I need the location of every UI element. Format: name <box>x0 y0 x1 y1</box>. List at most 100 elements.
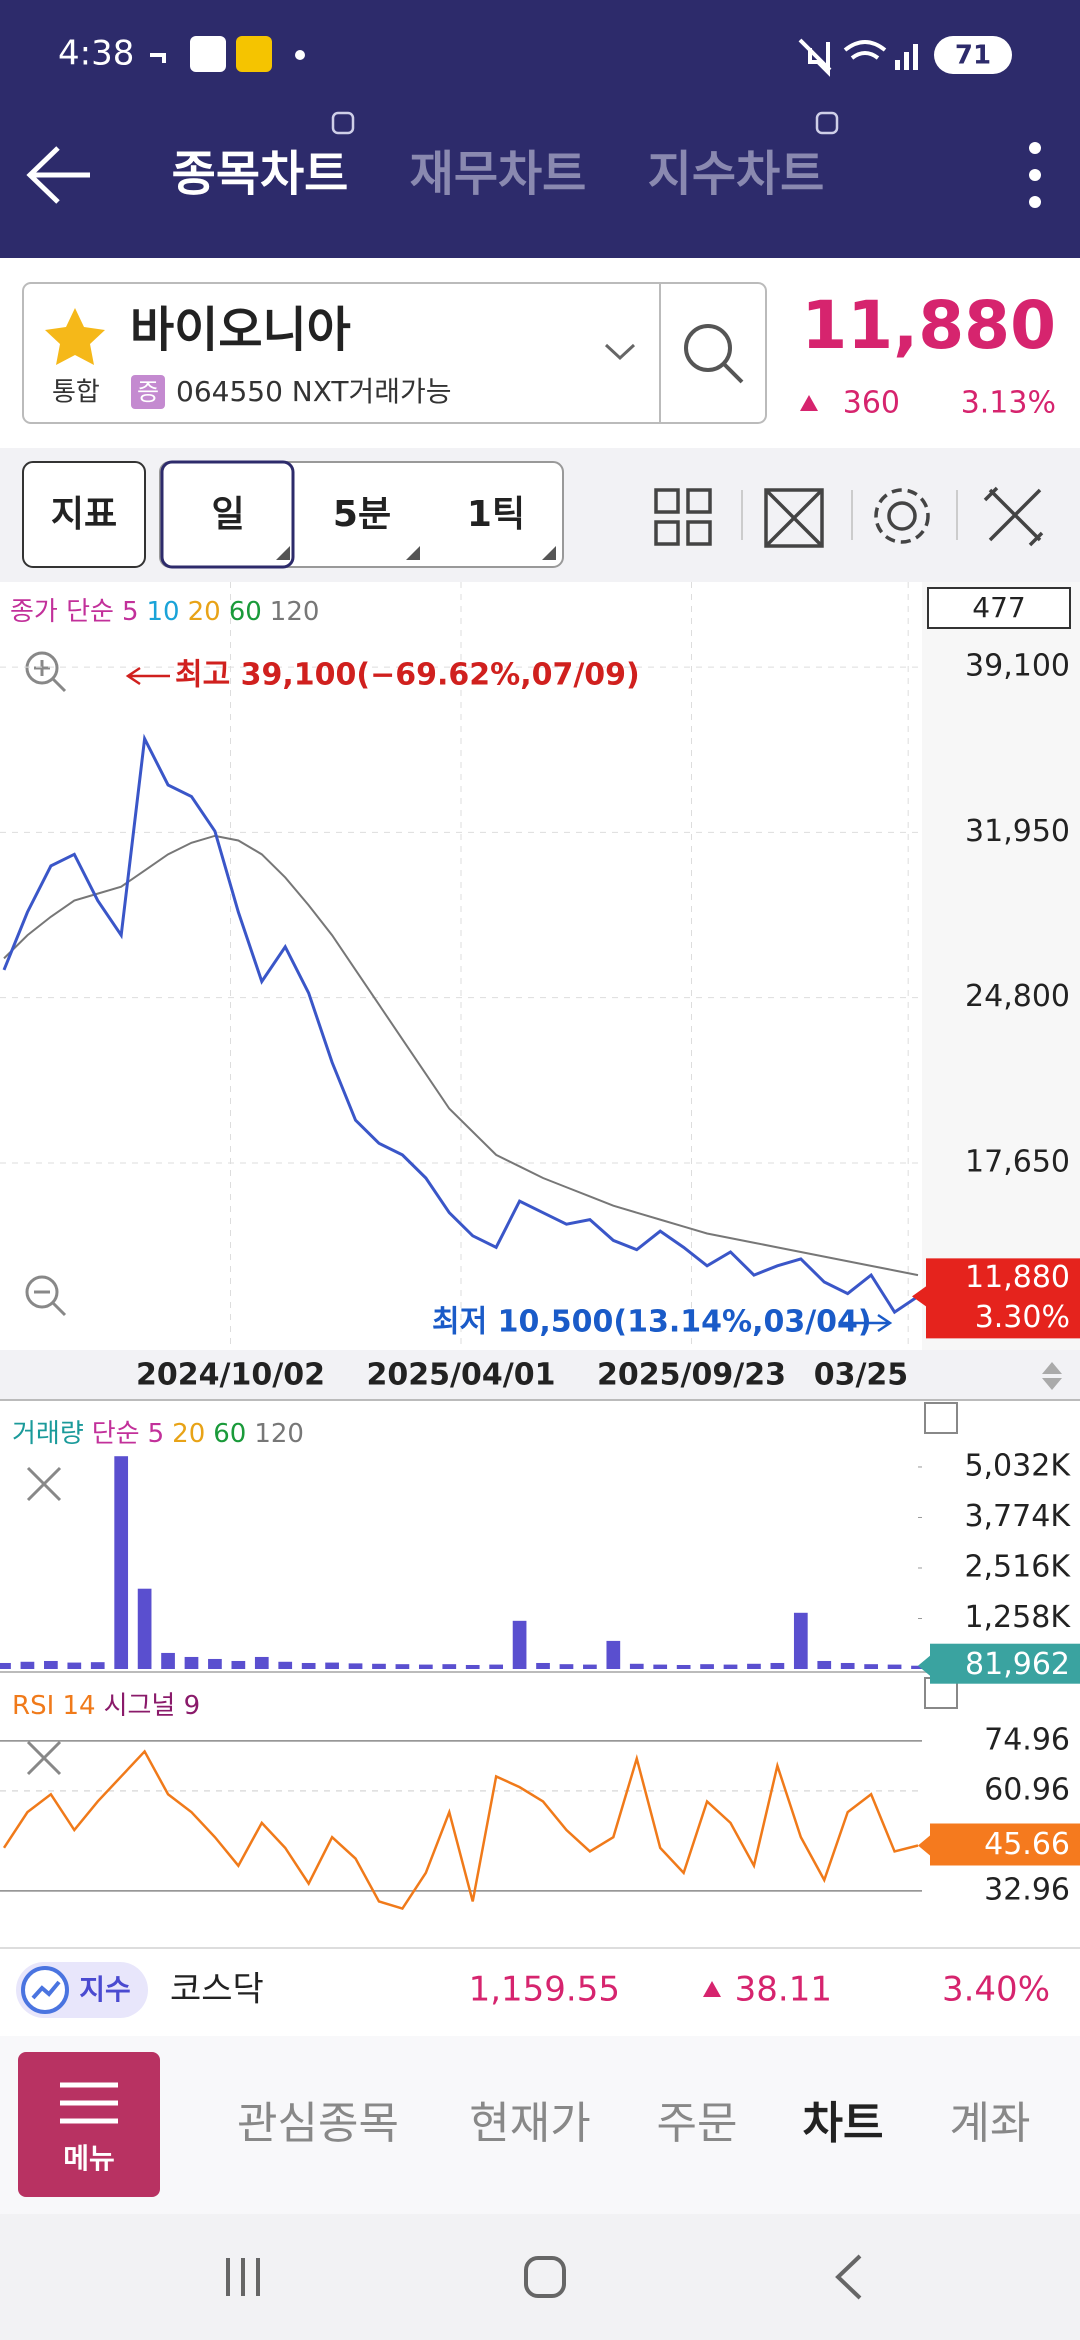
price-change: 360 <box>843 386 900 421</box>
header-tab[interactable]: 종목차트 <box>172 146 349 202</box>
volume-bar <box>254 1656 269 1669</box>
search-button[interactable] <box>684 324 744 384</box>
volume-bar <box>911 1665 925 1669</box>
more-button[interactable] <box>1029 142 1041 208</box>
battery-level: 71 <box>955 41 991 71</box>
menu-button[interactable] <box>18 2052 160 2197</box>
y-tick-label: 1,258K <box>964 1600 1071 1635</box>
series-line <box>2 1749 919 1911</box>
y-tick-label: 74.96 <box>984 1722 1070 1757</box>
legend-item: 10 <box>147 597 180 627</box>
status-icons <box>150 36 1012 77</box>
high-arrow <box>125 666 170 686</box>
price-change-pct: 3.13% <box>961 386 1056 421</box>
dropdown[interactable] <box>604 343 636 361</box>
menu-label[interactable]: 메뉴 <box>63 2142 115 2175</box>
system-buttons[interactable] <box>226 2254 862 2300</box>
legend-item: RSI 14 <box>12 1691 96 1721</box>
volume-bar <box>137 1588 152 1669</box>
x-tick-label: 2025/09/23 <box>597 1358 786 1393</box>
volume-bar <box>20 1661 35 1669</box>
system-nav <box>0 2214 1080 2340</box>
volume-bar <box>817 1660 832 1669</box>
index-bar[interactable] <box>0 1948 1080 2036</box>
legend-item: 5 <box>148 1419 165 1449</box>
volume-bar <box>161 1652 175 1669</box>
volume-bar <box>653 1664 668 1669</box>
volume-bar <box>442 1664 457 1669</box>
last-pct: 3.30% <box>975 1300 1070 1335</box>
index-icon-line <box>31 1980 61 2000</box>
price-axis-bg <box>922 582 1080 1350</box>
indicator-button[interactable] <box>22 461 146 568</box>
index-badge: 지수 <box>79 1973 131 2006</box>
series-line <box>3 834 919 1277</box>
tab-icons <box>331 111 839 135</box>
scroll-arrows[interactable] <box>1042 1362 1062 1390</box>
toolbar-icons[interactable] <box>654 486 1044 548</box>
last-rsi-pointer <box>918 1835 930 1856</box>
volume-bar <box>840 1662 855 1669</box>
legend-item: 20 <box>188 597 221 627</box>
volume-bar <box>606 1640 621 1669</box>
nav-item[interactable]: 주문 <box>657 2098 738 2149</box>
volume-bar <box>559 1664 574 1669</box>
high-annotation: 최고 39,100(−69.62%,07/09) <box>175 658 640 693</box>
stock-price: 11,880 <box>801 287 1056 364</box>
volume-bar <box>676 1664 691 1669</box>
legend-item: 종가 단순 <box>10 597 114 627</box>
legend-item: 120 <box>254 1419 304 1449</box>
period-selected[interactable] <box>160 460 295 569</box>
market-badge: 증 <box>137 378 159 406</box>
index-name: 코스닥 <box>170 1970 264 2010</box>
volume-bar <box>0 1662 11 1669</box>
favorite-star[interactable] <box>45 308 105 365</box>
volume-bar <box>583 1664 597 1669</box>
volume-bar <box>418 1664 433 1669</box>
nav-item[interactable]: 차트 <box>803 2098 884 2149</box>
x-tick-label: 03/25 <box>814 1358 908 1393</box>
volume-bar <box>864 1664 878 1669</box>
last-volume-badge <box>930 1643 1080 1684</box>
market: 통합 <box>52 378 100 408</box>
indicator-label[interactable]: 지표 <box>51 494 117 535</box>
header-tab[interactable]: 지수차트 <box>648 146 825 202</box>
period-option[interactable]: 1틱 <box>467 494 525 535</box>
y-tick-label: 31,950 <box>965 814 1070 849</box>
volume-bar <box>44 1660 58 1669</box>
x-tick-label: 2024/10/02 <box>136 1358 325 1393</box>
legend: 거래량 단순 5 20 60 120 <box>12 1419 304 1449</box>
period-option[interactable]: 5분 <box>333 494 391 535</box>
legend-item: 60 <box>213 1419 246 1449</box>
stock-box[interactable] <box>22 282 767 424</box>
nav-item[interactable]: 계좌 <box>950 2098 1031 2149</box>
last-volume: 81,962 <box>965 1647 1070 1682</box>
y-tick-label: 39,100 <box>965 649 1070 684</box>
series-line <box>2 733 919 1315</box>
up-triangle <box>703 1981 721 1997</box>
volume-bar <box>395 1664 410 1669</box>
volume-bar <box>208 1658 222 1669</box>
header-tab[interactable]: 재무차트 <box>410 146 587 202</box>
volume-bar <box>348 1663 363 1669</box>
volume-bar <box>770 1662 785 1669</box>
volume-bar <box>512 1620 527 1669</box>
nav-item[interactable]: 현재가 <box>469 2098 590 2149</box>
index-value: 1,159.55 <box>469 1970 620 2010</box>
panel-close[interactable] <box>26 1466 62 1776</box>
legend-item: 5 <box>122 597 139 627</box>
nav-item[interactable]: 관심종목 <box>237 2098 399 2149</box>
period-option[interactable]: 일 <box>211 494 244 535</box>
toolbar-separators <box>741 490 958 540</box>
y-tick-label: 5,032K <box>964 1448 1071 1483</box>
y-tick-label: 32.96 <box>984 1872 1070 1907</box>
bottom-nav <box>0 2036 1080 2214</box>
last-price: 11,880 <box>965 1260 1070 1295</box>
back-button[interactable] <box>26 146 90 204</box>
zoom-buttons[interactable] <box>25 651 67 1317</box>
stock-name: 바이오니아 <box>130 302 351 358</box>
volume-bar <box>90 1662 105 1669</box>
y-tick-label: 17,650 <box>965 1144 1070 1179</box>
last-price-badge <box>926 1258 1080 1339</box>
